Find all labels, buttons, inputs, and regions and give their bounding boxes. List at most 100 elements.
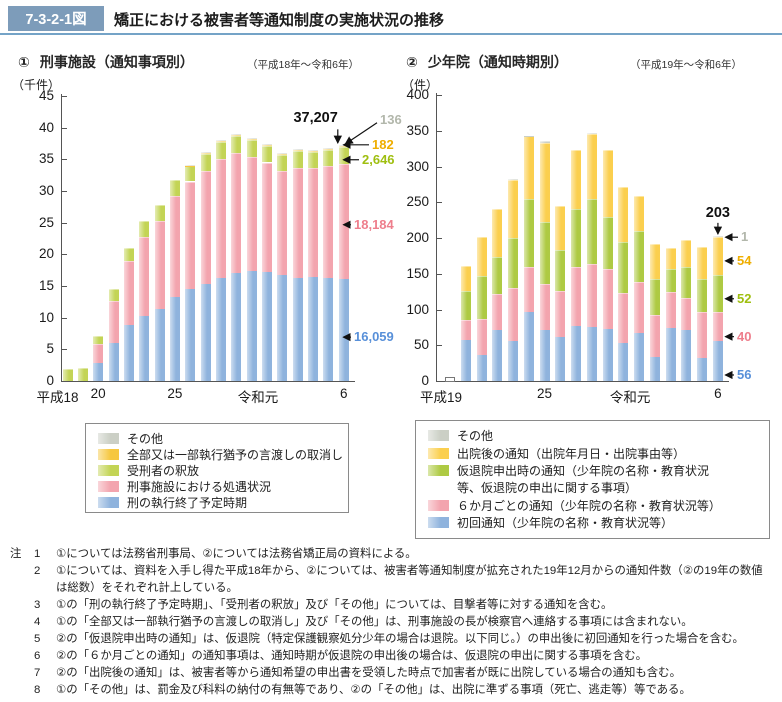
bar-segment (185, 289, 196, 381)
note-prefix (10, 665, 34, 682)
note-row: 5 ②の「仮退院申出時の通知」は、仮退院（特定保護観察処分少年の場合は退院。以下同… (10, 631, 774, 648)
bar-segment (697, 247, 708, 280)
legend-item: 刑事施設における処遇状況 (98, 479, 342, 495)
bar-segment (338, 164, 349, 280)
bar-segment (262, 145, 273, 147)
y-axis-tick (437, 130, 442, 132)
bar-segment (216, 139, 226, 141)
y-axis-tick-label: 5 (46, 341, 54, 357)
bar-segment (634, 333, 645, 381)
bar-segment (292, 167, 303, 279)
y-axis-tick-label: 0 (46, 373, 54, 388)
y-axis-tick (62, 317, 67, 319)
note-number: 3 (34, 599, 41, 611)
total-annotation: 37,207 (293, 110, 338, 127)
bar-segment (618, 293, 629, 344)
segment-annotation: 40 (737, 328, 752, 344)
legend-item: 初回通知（少年院の名称・教育状況等） (428, 514, 763, 531)
bar-segment (539, 284, 550, 331)
chart2-heading: ② 少年院（通知時期別） (406, 52, 568, 72)
y-axis-tick (62, 96, 67, 97)
chart2-period: （平成19年～令和6年） (630, 59, 743, 71)
y-axis-line (61, 94, 62, 382)
note-text: ①については、資料を入手し得た平成18年から、②については、被害者等通知制度が拡… (56, 565, 763, 594)
bar-segment (139, 236, 150, 316)
bar-segment (492, 293, 503, 331)
bar-segment (200, 153, 211, 171)
bar-segment (246, 271, 257, 381)
chart1-title: 刑事施設（通知事項別） (39, 54, 194, 70)
legend-item: 受刑者の釈放 (98, 462, 342, 478)
bar-segment (139, 315, 150, 381)
bar-segment (586, 264, 597, 327)
bar-segment (476, 354, 487, 381)
bar-segment (571, 208, 582, 268)
y-axis-tick (437, 345, 442, 347)
y-axis-tick-label: 15 (38, 278, 54, 293)
bar-segment (460, 339, 471, 381)
bar-segment (681, 240, 692, 267)
segment-annotation: 182 (372, 136, 394, 152)
bar-segment (108, 289, 119, 302)
bar-segment (697, 358, 708, 381)
bar-segment (712, 236, 723, 276)
bar-segment (123, 260, 134, 325)
chart2-legend: その他 出院後の通知（出院年月日・出院事由等） 仮退院申出時の通知（少年院の名称・教… (415, 420, 770, 539)
bar-segment (681, 298, 692, 331)
bar-segment (508, 180, 519, 238)
bar-segment (262, 144, 273, 146)
x-axis-tick-label: 6 (340, 386, 348, 401)
bar-segment (697, 312, 708, 359)
bar-segment (338, 146, 349, 148)
y-axis-tick (62, 127, 67, 129)
note-prefix (10, 563, 34, 597)
legend-swatch (98, 497, 119, 509)
y-axis-tick (62, 191, 67, 192)
y-axis-tick (437, 273, 442, 275)
legend-label: 等、仮退院の申出に関する事項） (457, 481, 638, 496)
legend-swatch (428, 499, 449, 511)
bar-segment (169, 296, 180, 381)
bar-segment (338, 147, 349, 165)
bar-segment (262, 162, 273, 273)
x-axis-tick-label: 6 (714, 386, 722, 401)
bar-segment (93, 344, 104, 363)
bar-segment (539, 140, 550, 143)
bar-segment (476, 236, 487, 276)
bar-segment (231, 273, 242, 381)
bar-segment (154, 309, 165, 381)
bar-segment (712, 275, 723, 313)
bar-segment (523, 199, 534, 267)
bar-segment (277, 153, 288, 154)
bar-segment (649, 279, 660, 315)
note-number: 6 (34, 650, 41, 662)
bar-segment (292, 149, 303, 151)
bar-segment (169, 196, 180, 297)
y-axis-tick-label: 30 (38, 183, 54, 198)
bar-segment (602, 150, 613, 217)
bar-segment (523, 312, 534, 381)
y-axis-tick (437, 309, 442, 311)
bar-segment (216, 159, 226, 279)
bar-segment (231, 153, 242, 274)
legend-item: 出院後の通知（出院年月日・出院事由等） (428, 444, 763, 461)
bar-outline-total (445, 377, 455, 382)
bar-segment (185, 181, 196, 290)
bar-segment (246, 140, 257, 157)
legend-label: 刑事施設における処遇状況 (127, 480, 272, 495)
bar-segment (216, 141, 226, 160)
x-axis-tick-label: 25 (167, 386, 183, 401)
bar-segment (277, 171, 288, 275)
bar-segment (323, 277, 334, 381)
bar-segment (492, 330, 503, 381)
y-axis-tick (62, 159, 67, 161)
bar-segment (618, 187, 629, 243)
bar-segment (602, 269, 613, 329)
chart1-number: ① (18, 54, 30, 70)
legend-swatch (98, 481, 119, 493)
bar-segment (308, 150, 319, 152)
legend-label: 出院後の通知（出院年月日・出院事由等） (457, 446, 686, 461)
note-prefix (10, 597, 34, 614)
bar-segment (586, 199, 597, 265)
